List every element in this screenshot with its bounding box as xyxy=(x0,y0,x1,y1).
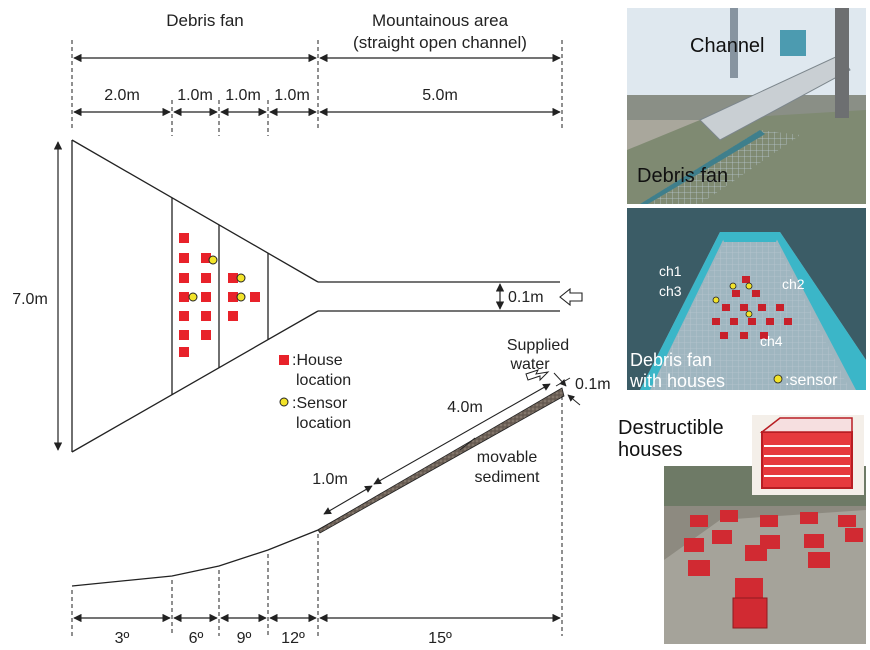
bottom-guide-lines xyxy=(71,396,563,636)
dim-1m-label-b: 1.0m xyxy=(225,87,261,104)
length-1m-label: 1.0m xyxy=(312,471,348,488)
legend-house-label-2: location xyxy=(296,372,351,389)
plan-view-outline xyxy=(71,139,560,453)
legend-sensor-label-2: location xyxy=(296,415,351,432)
sensor-ch4-label: ch4 xyxy=(760,333,783,349)
sediment-label: movable xyxy=(477,449,538,466)
photo-fan-houses-caption: Debris fan xyxy=(630,350,712,370)
slope-12-label: 12º xyxy=(281,630,305,647)
legend-house-icon xyxy=(279,355,289,365)
sediment-pointer xyxy=(459,437,476,451)
length-1m-arrow xyxy=(323,485,373,515)
slope-9-label: 9º xyxy=(237,630,252,647)
sensor-ch1-label: ch1 xyxy=(659,263,682,279)
channel-end-tick xyxy=(555,377,571,387)
photo-sensor-legend: :sensor xyxy=(785,372,838,389)
debris-fan-header: Debris fan xyxy=(166,11,243,30)
supplied-water-label-2: water xyxy=(509,356,550,373)
top-guide-lines xyxy=(71,40,563,136)
legend-sensor-label: :Sensor xyxy=(292,395,348,412)
photo-debris-fan-with-houses xyxy=(627,208,866,390)
slope-15-label: 15º xyxy=(428,630,452,647)
dim-1m-label-a: 1.0m xyxy=(177,87,213,104)
legend-house-label: :House xyxy=(292,352,343,369)
channel-width-label: 0.1m xyxy=(508,289,544,306)
sensor-ch2-label: ch2 xyxy=(782,276,805,292)
dim-5m-label: 5.0m xyxy=(422,87,458,104)
dim-2m-label: 2.0m xyxy=(104,87,140,104)
legend-sensor-icon xyxy=(279,397,289,407)
width-7m-label: 7.0m xyxy=(12,291,48,308)
supplied-water-arrow-icon xyxy=(525,369,550,382)
inflow-arrow-icon xyxy=(559,287,583,307)
photo-channel-label: Channel xyxy=(690,35,765,57)
destructible-houses-label: Destructible xyxy=(618,417,724,439)
supplied-water-label: Supplied xyxy=(507,337,569,354)
mountainous-area-header: Mountainous area xyxy=(372,11,509,30)
sediment-label-2: sediment xyxy=(475,469,540,486)
dim-1m-label-c: 1.0m xyxy=(274,87,310,104)
slope-3-label: 3º xyxy=(115,630,130,647)
straight-open-channel-header: (straight open channel) xyxy=(353,33,527,52)
photo-destructible-houses xyxy=(664,415,866,644)
slope-6-label: 6º xyxy=(189,630,204,647)
photo-channel xyxy=(627,8,866,204)
photo-debris-fan-label: Debris fan xyxy=(637,165,728,187)
depth-arrow-bottom xyxy=(567,394,581,406)
sensor-markers xyxy=(188,255,246,302)
length-4m-label: 4.0m xyxy=(447,399,483,416)
destructible-houses-label-2: houses xyxy=(618,439,683,461)
length-4m-arrow xyxy=(373,383,551,485)
depth-arrow-top xyxy=(553,372,567,387)
depth-label: 0.1m xyxy=(575,376,611,393)
photo-fan-houses-caption-2: with houses xyxy=(629,371,725,391)
sensor-ch3-label: ch3 xyxy=(659,283,682,299)
house-markers xyxy=(179,233,260,357)
